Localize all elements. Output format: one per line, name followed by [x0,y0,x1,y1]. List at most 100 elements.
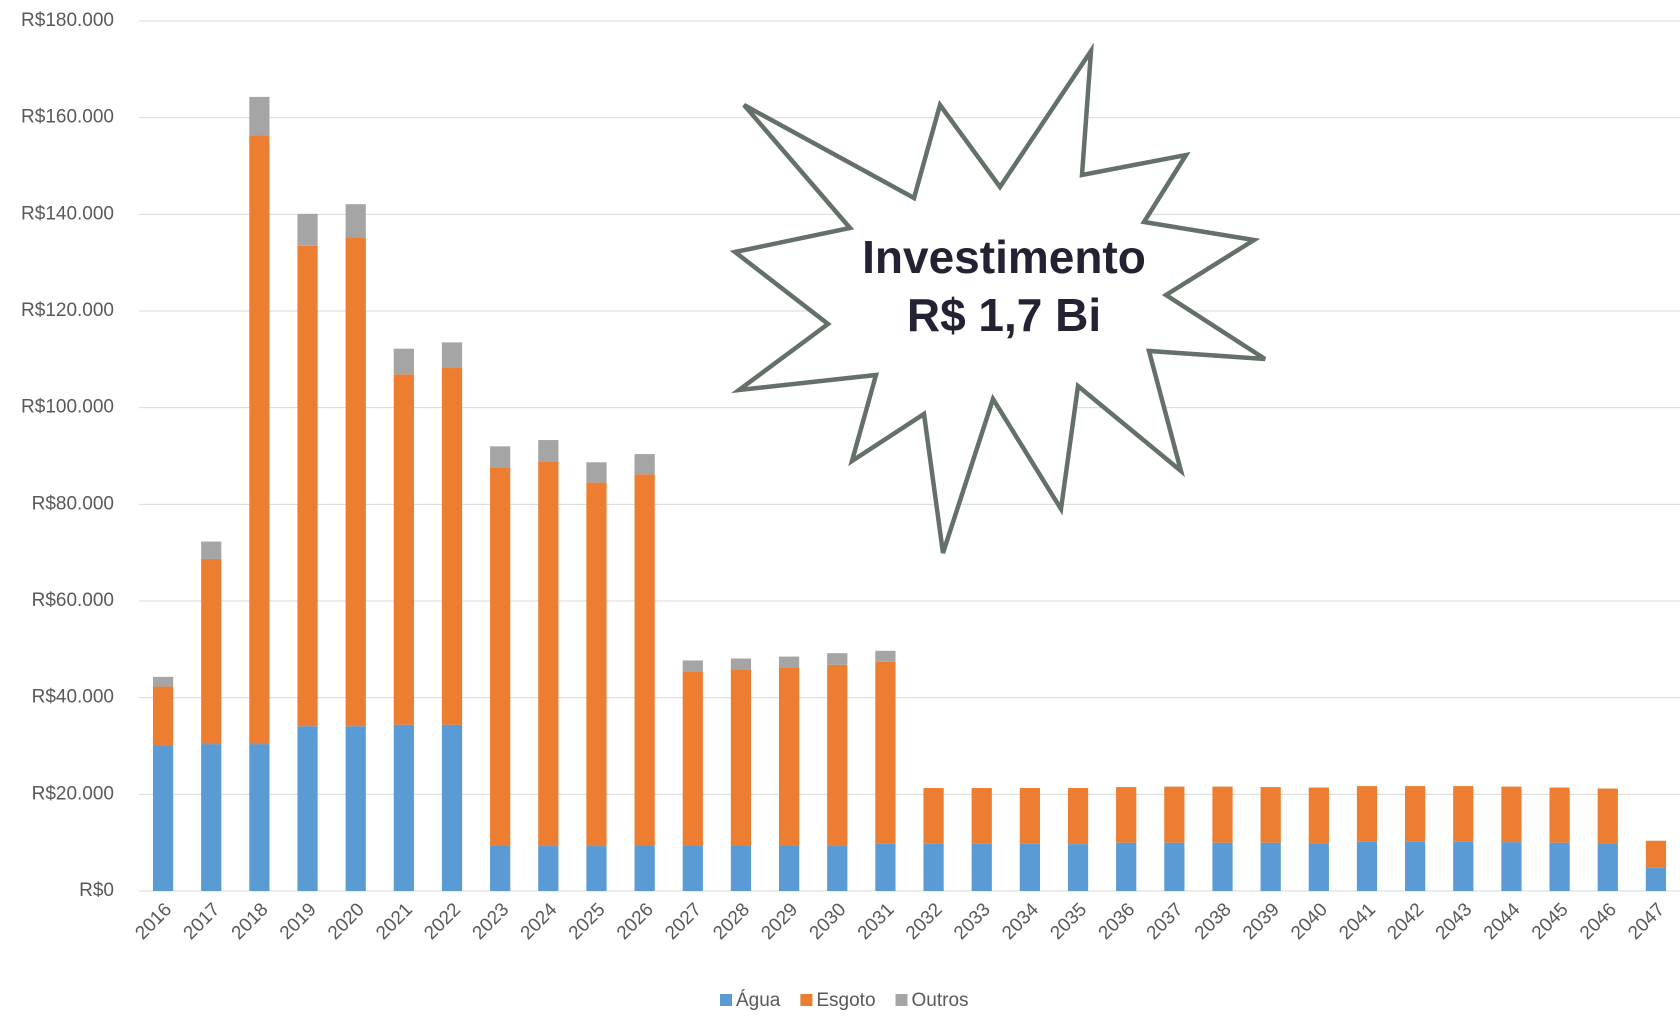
bar-segment [730,658,752,670]
x-tick-label: 2028 [709,899,754,944]
bar-segment [1116,842,1137,891]
bar-segment [1356,841,1378,891]
bar-segment [923,843,944,891]
bar-segment [249,744,270,891]
y-tick-label: R$0 [79,880,114,901]
bar-segment [201,541,222,559]
bar-segment [1019,788,1041,844]
bar-segment [1067,844,1089,891]
bar-segment [249,96,270,136]
x-tick-label: 2021 [372,899,417,944]
x-tick-label: 2046 [1576,899,1621,944]
bar-segment [1019,843,1041,891]
x-tick-label: 2041 [1335,899,1380,944]
bar-segment [586,482,607,847]
y-tick-label: R$60.000 [32,590,114,611]
x-tick-label: 2044 [1480,899,1525,944]
bar-segment [730,669,752,846]
bar-segment [1453,786,1474,842]
x-tick-label: 2016 [131,899,176,944]
bar-segment [971,788,992,844]
bar-segment [1356,786,1378,842]
bar-segment [249,135,270,745]
bar-segment [538,440,559,462]
bar-segment [152,686,174,746]
bar-segment [1645,840,1667,868]
bar-segment [1453,841,1474,891]
x-tick-label: 2023 [469,899,514,944]
bar-segment [1501,786,1522,843]
x-tick-label: 2020 [324,899,369,944]
bar-segment [538,461,559,847]
x-tick-label: 2037 [1143,899,1188,944]
bar-segment [393,348,414,375]
x-tick-label: 2025 [565,899,610,944]
bar-segment [634,845,655,891]
bar-segment [634,454,655,475]
y-tick-label: R$40.000 [32,687,114,708]
bar-segment [586,846,607,891]
bar-segment [971,843,992,891]
bar-segment [297,726,318,891]
bar-segment [1067,788,1089,845]
bar-segment [778,845,800,891]
x-tick-label: 2040 [1287,899,1332,944]
bar-segment [1116,787,1137,843]
bar-segment [1597,788,1618,844]
x-tick-label: 2036 [1095,899,1140,944]
bar-segment [441,724,463,891]
bar-segment [1597,843,1618,891]
y-tick-label: R$180.000 [21,10,114,31]
legend-swatch [895,994,908,1006]
x-tick-label: 2042 [1383,899,1428,944]
bar-segment [730,845,752,891]
bar-segment [490,467,511,846]
annotation: Investimento [862,231,1146,283]
bar-segment [297,245,318,727]
bar-segment [152,746,174,891]
bar-segment [827,846,848,891]
bar-segment [1212,786,1233,843]
y-tick-label: R$140.000 [21,203,114,224]
x-tick-label: 2018 [228,899,273,944]
bar-segment [827,653,848,665]
bar-segment [201,744,222,891]
bar-segment [1164,842,1185,891]
x-tick-label: 2030 [806,899,851,944]
x-tick-label: 2022 [420,899,465,944]
bar-segment [345,237,366,727]
x-tick-label: 2033 [950,899,995,944]
y-tick-label: R$20.000 [32,783,114,804]
x-tick-label: 2035 [1046,899,1091,944]
bar-segment [1260,842,1281,891]
legend-label: Água [736,990,781,1011]
bar-segment [1308,843,1329,891]
legend-swatch [800,994,813,1006]
x-tick-label: 2027 [661,899,706,944]
bar-segment [1308,787,1329,844]
x-tick-label: 2038 [1191,899,1236,944]
bar-segment [1645,867,1667,891]
legend-swatch [720,994,732,1006]
bar-segment [778,656,800,668]
bar-segment [538,846,559,891]
x-tick-label: 2029 [757,899,802,944]
legend-label: Outros [912,990,969,1011]
x-tick-label: 2032 [902,899,947,944]
x-tick-label: 2017 [180,899,225,944]
bar-segment [490,446,511,468]
bar-segment [634,474,655,846]
bar-segment [778,667,800,846]
bar-segment [1164,786,1185,843]
bar-segment [1549,842,1570,891]
bar-segment [1405,786,1426,842]
bar-segment [490,845,511,891]
x-tick-label: 2039 [1239,899,1284,944]
bar-segment [393,374,414,725]
bar-segment [441,368,463,725]
bar-segment [345,204,366,238]
bar-segment [345,726,366,891]
bar-segment [297,213,318,246]
bar-segment [152,676,174,687]
